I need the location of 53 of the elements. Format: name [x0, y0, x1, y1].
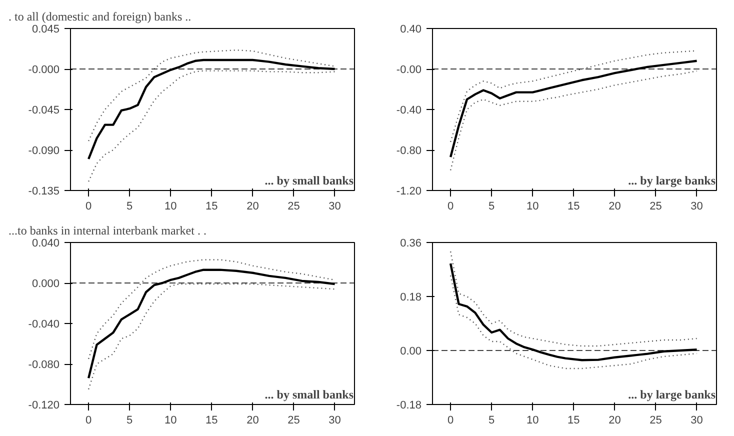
- y-tick-label: -0.045: [28, 104, 60, 116]
- y-tick-label: 0.000: [32, 278, 60, 290]
- x-tick-label: 5: [488, 200, 495, 212]
- x-tick-label: 5: [488, 414, 495, 426]
- x-tick-label: 0: [86, 200, 92, 212]
- chart-title: . to all (domestic and foreign) banks ..: [8, 10, 192, 24]
- y-tick-label: 0.040: [32, 238, 60, 250]
- annotation: ... by small banks: [264, 388, 354, 402]
- x-tick-label: 0: [448, 200, 454, 212]
- annotation: ... by large banks: [628, 174, 716, 188]
- y-tick-label: -0.00: [396, 64, 422, 76]
- y-tick-label: -0.40: [396, 104, 422, 116]
- y-tick-label: 0.045: [32, 24, 60, 36]
- x-tick-label: 10: [164, 200, 177, 212]
- y-tick-label: -0.135: [28, 186, 60, 198]
- x-tick-label: 30: [328, 200, 341, 212]
- x-tick-label: 15: [206, 414, 218, 426]
- y-tick-label: -1.20: [396, 186, 422, 198]
- x-tick-label: 5: [126, 200, 133, 212]
- x-tick-label: 15: [568, 200, 580, 212]
- y-tick-label: 0.40: [400, 24, 422, 36]
- x-tick-label: 25: [288, 414, 300, 426]
- y-tick-label: -0.80: [396, 145, 422, 157]
- x-tick-label: 10: [164, 414, 177, 426]
- x-tick-label: 20: [246, 200, 259, 212]
- x-tick-label: 10: [526, 414, 539, 426]
- annotation: ... by small banks: [264, 174, 354, 188]
- x-tick-label: 20: [608, 414, 621, 426]
- x-tick-label: 5: [126, 414, 133, 426]
- y-tick-label: -0.040: [28, 318, 60, 330]
- chart-title: ...to banks in internal interbank market . .: [8, 224, 206, 238]
- x-tick-label: 25: [650, 414, 662, 426]
- x-tick-label: 10: [526, 200, 539, 212]
- x-tick-label: 0: [86, 414, 92, 426]
- x-tick-label: 25: [288, 200, 300, 212]
- y-tick-label: 0.00: [400, 346, 422, 358]
- y-tick-label: 0.18: [400, 292, 422, 304]
- y-tick-label: 0.36: [400, 238, 422, 250]
- annotation: ... by large banks: [628, 388, 716, 402]
- y-tick-label: -0.000: [28, 64, 60, 76]
- x-tick-label: 25: [650, 200, 662, 212]
- x-tick-label: 30: [690, 414, 703, 426]
- x-tick-label: 30: [690, 200, 703, 212]
- y-tick-label: -0.120: [28, 400, 60, 412]
- x-tick-label: 15: [206, 200, 218, 212]
- x-tick-label: 20: [608, 200, 621, 212]
- x-tick-label: 15: [568, 414, 580, 426]
- x-tick-label: 0: [448, 414, 454, 426]
- y-tick-label: -0.18: [396, 400, 422, 412]
- x-tick-label: 20: [246, 414, 259, 426]
- y-tick-label: -0.080: [28, 359, 60, 371]
- x-tick-label: 30: [328, 414, 341, 426]
- y-tick-label: -0.090: [28, 145, 60, 157]
